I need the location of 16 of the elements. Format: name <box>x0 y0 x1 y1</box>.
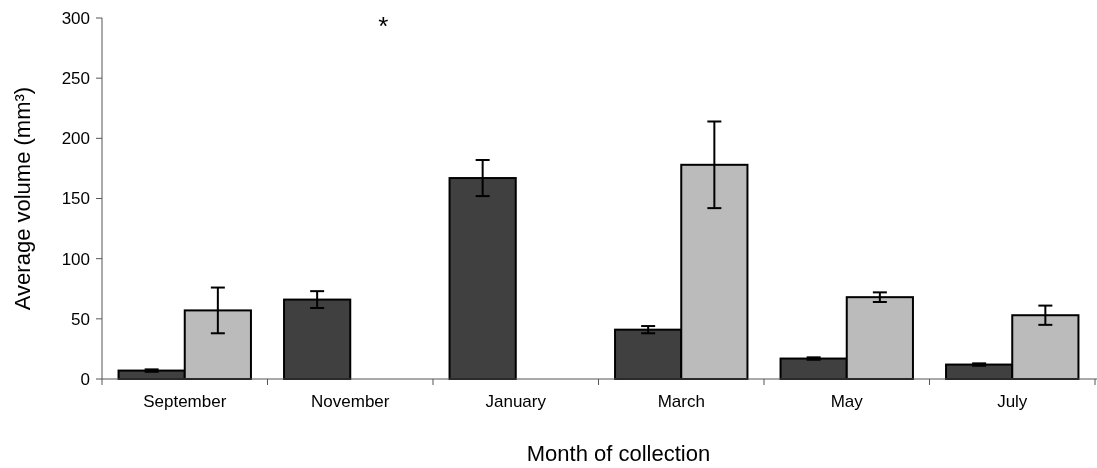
annotation: * <box>378 11 389 42</box>
y-tick-label: 100 <box>61 249 90 269</box>
x-tick-label: July <box>997 392 1028 411</box>
y-tick-label: 200 <box>61 129 90 149</box>
y-tick-label: 250 <box>61 69 90 89</box>
y-tick-label: 150 <box>61 189 90 209</box>
x-tick-label: November <box>311 392 390 411</box>
x-tick-label: January <box>485 392 547 411</box>
x-tick-label: May <box>830 392 864 411</box>
y-tick-label: 0 <box>80 369 90 389</box>
y-tick-label: 50 <box>71 309 90 329</box>
x-axis-title: Month of collection <box>526 441 711 466</box>
y-tick-label: 300 <box>61 8 90 28</box>
y-axis-title: Average volume (mm³) <box>10 86 35 311</box>
x-tick-label: September <box>143 392 227 411</box>
x-tick-label: March <box>657 392 705 411</box>
